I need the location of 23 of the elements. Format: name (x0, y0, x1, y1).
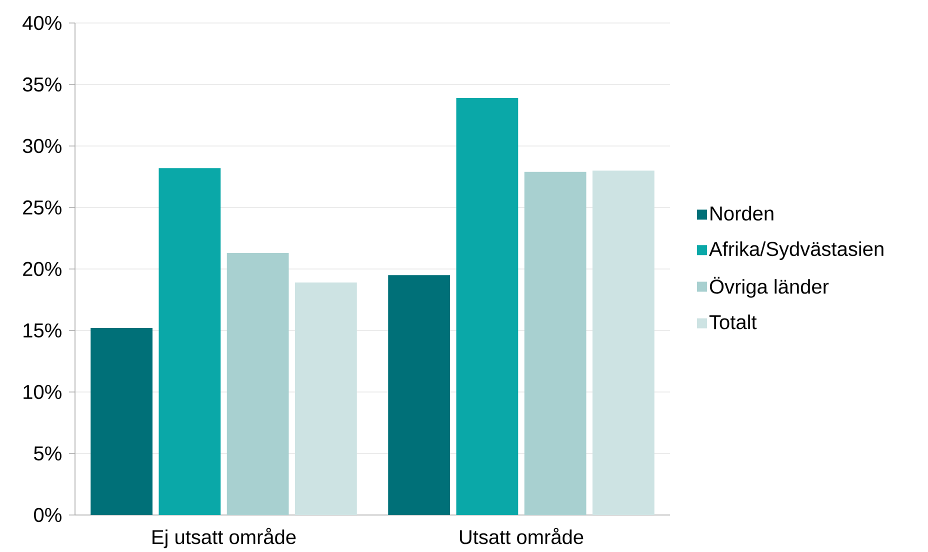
x-tick-label: Ej utsatt område (152, 528, 296, 548)
bar (592, 170, 654, 515)
y-tick-label: 30% (22, 138, 62, 154)
y-tick-label: 15% (24, 323, 62, 338)
bar (226, 252, 289, 515)
bar (456, 98, 518, 515)
bar (158, 168, 221, 515)
y-tick-label: 5% (34, 446, 62, 461)
bar (90, 328, 153, 515)
y-tick-label: 35% (22, 77, 62, 92)
x-tick-label: Utsatt område (460, 528, 584, 544)
legend-label: Totalt (709, 314, 757, 330)
y-tick-label: 10% (24, 384, 62, 400)
y-tick-label: 25% (23, 200, 62, 215)
y-tick-label: 40% (22, 16, 62, 30)
legend-label: Afrika/Sydvästasien (709, 241, 884, 260)
legend-label: Övriga länder (710, 276, 829, 298)
legend-label: Norden (710, 206, 774, 221)
bar (388, 275, 450, 515)
y-tick-label: 20% (23, 262, 62, 276)
y-tick-label: 0% (34, 508, 62, 522)
bar (524, 172, 586, 515)
bar (295, 282, 357, 515)
